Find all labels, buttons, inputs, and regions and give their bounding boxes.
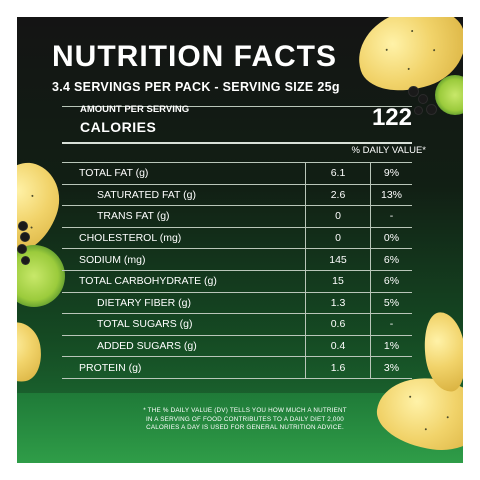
nutrient-daily-value: 13% [370,183,412,207]
serving-info: 3.4 SERVINGS PER PACK - SERVING SIZE 25g [52,80,340,94]
nutrient-name: SATURATED FAT (g) [62,183,306,207]
nutrient-row: TOTAL FAT (g) 6.1 9% [62,162,412,185]
divider [62,106,412,107]
nutrient-name: CHOLESTEROL (mg) [62,226,306,250]
nutrient-row: TOTAL CARBOHYDRATE (g) 15 6% [62,269,412,293]
footnote-line: * THE % DAILY VALUE (DV) TELLS YOU HOW M… [143,407,347,414]
nutrient-name: TRANS FAT (g) [62,205,306,228]
nutrient-row: PROTEIN (g) 1.6 3% [62,356,412,379]
peppercorn-icon [409,87,418,96]
nutrient-row: SATURATED FAT (g) 2.6 13% [62,183,412,207]
nutrient-row: TRANS FAT (g) 0- [62,205,412,228]
peppercorn-icon [22,257,29,264]
daily-value-footnote: * THE % DAILY VALUE (DV) TELLS YOU HOW M… [120,407,370,433]
nutrient-row: SODIUM (mg) 145 6% [62,248,412,271]
nutrient-amount: 145 [305,248,371,271]
nutrient-daily-value: 3% [370,356,412,379]
nutrient-daily-value: - [370,205,412,228]
nutrient-amount: 1.6 [305,356,371,379]
nutrient-daily-value: 6% [370,269,412,293]
nutrient-daily-value: 5% [370,291,412,315]
nutrient-daily-value: 6% [370,248,412,271]
nutrient-amount: 0 [305,226,371,250]
peppercorn-icon [419,95,427,103]
nutrient-daily-value: 1% [370,334,412,358]
calories-value: 122 [371,104,412,131]
nutrient-daily-value: - [370,313,412,336]
peppercorn-icon [21,233,29,241]
nutrient-daily-value: 0% [370,226,412,250]
nutrient-amount: 1.3 [305,291,371,315]
nutrient-daily-value: 9% [370,162,412,185]
nutrient-amount: 0 [305,205,371,228]
lime-slice-icon [17,245,65,307]
nutrient-amount: 6.1 [305,162,371,185]
peppercorn-icon [19,222,27,230]
footnote-line: CALORIES A DAY IS USED FOR GENERAL NUTRI… [146,424,344,432]
nutrient-row: CHOLESTEROL (mg) 0 0% [62,226,412,250]
nutrient-name: TOTAL FAT (g) [62,162,306,185]
footnote-line: IN A SERVING OF FOOD CONTRIBUTES TO A DA… [145,415,344,423]
nutrient-name: SODIUM (mg) [62,248,306,271]
nutrient-name: TOTAL CARBOHYDRATE (g) [62,269,306,293]
nutrient-name: TOTAL SUGARS (g) [62,313,306,336]
divider [62,142,412,144]
calories-label: CALORIES [80,119,157,135]
peppercorn-icon [427,105,436,114]
lime-slice-icon [435,75,463,115]
nutrient-amount: 15 [305,269,371,293]
nutrient-name: DIETARY FIBER (g) [62,291,306,315]
peppercorn-icon [415,107,422,114]
nutrient-row: ADDED SUGARS (g) 0.4 1% [62,334,412,358]
nutrient-row: TOTAL SUGARS (g) 0.6- [62,313,412,336]
amount-per-serving-label: AMOUNT PER SERVING [80,104,190,115]
nutrient-amount: 0.4 [305,334,371,358]
nutrient-amount: 2.6 [305,183,371,207]
nutrient-name: ADDED SUGARS (g) [62,334,306,358]
nutrition-table: TOTAL FAT (g) 6.1 9% SATURATED FAT (g) 2.6 13… [62,162,412,379]
chip-icon [17,318,46,386]
nutrient-row: DIETARY FIBER (g) 1.3 5% [62,291,412,315]
nutrient-amount: 0.6 [305,313,371,336]
nutrient-name: PROTEIN (g) [62,356,306,379]
nutrition-title: NUTRITION FACTS [52,40,337,73]
peppercorn-icon [18,245,26,253]
daily-value-header: % DAILY VALUE* [351,145,426,156]
